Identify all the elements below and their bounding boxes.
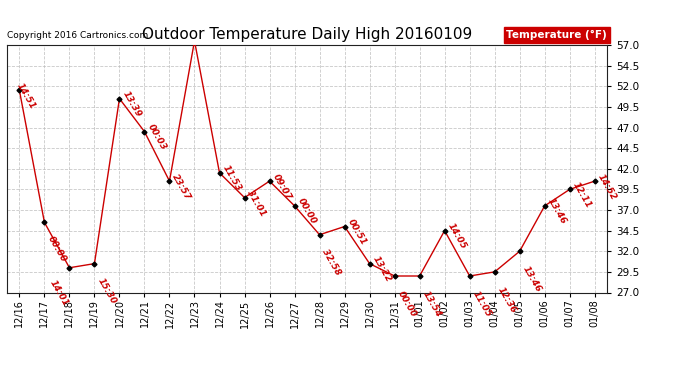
Text: 14:52: 14:52 — [595, 172, 618, 201]
Text: 14:05: 14:05 — [446, 222, 468, 251]
Text: 23:57: 23:57 — [170, 172, 193, 201]
Title: Outdoor Temperature Daily High 20160109: Outdoor Temperature Daily High 20160109 — [142, 27, 472, 42]
Text: 11:53: 11:53 — [221, 164, 243, 193]
Text: 12:36: 12:36 — [495, 285, 518, 314]
Text: 12:11: 12:11 — [571, 180, 593, 210]
Text: Copyright 2016 Cartronics.com: Copyright 2016 Cartronics.com — [7, 31, 148, 40]
Text: 00:00: 00:00 — [46, 234, 68, 264]
Text: 13:39: 13:39 — [121, 90, 143, 119]
Text: 31:01: 31:01 — [246, 189, 268, 218]
Text: 14:01: 14:01 — [48, 278, 70, 308]
Text: 14:51: 14:51 — [15, 81, 37, 111]
Text: 00:00: 00:00 — [395, 289, 417, 318]
Text: 13:46: 13:46 — [546, 197, 568, 226]
Text: 13:46: 13:46 — [521, 264, 543, 294]
Text: 00:00: 00:00 — [295, 197, 317, 226]
Text: 20:39: 20:39 — [0, 374, 1, 375]
Text: 15:30: 15:30 — [95, 277, 117, 306]
Text: Temperature (°F): Temperature (°F) — [506, 30, 607, 40]
Text: 09:07: 09:07 — [270, 172, 293, 201]
Text: 11:05: 11:05 — [471, 289, 493, 318]
Text: 00:03: 00:03 — [146, 123, 168, 152]
Text: 13:22: 13:22 — [371, 255, 393, 284]
Text: 32:58: 32:58 — [321, 248, 343, 277]
Text: 13:54: 13:54 — [421, 289, 443, 318]
Text: 00:51: 00:51 — [346, 217, 368, 247]
